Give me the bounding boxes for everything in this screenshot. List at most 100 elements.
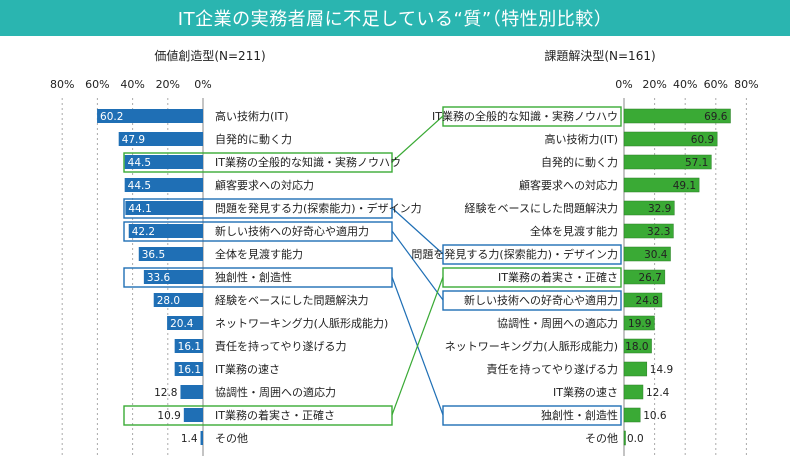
right-bar — [623, 223, 674, 239]
left-category-label: その他 — [215, 432, 248, 445]
left-value-label: 36.5 — [142, 249, 165, 261]
right-value-label: 10.6 — [643, 410, 667, 422]
right-bar — [623, 430, 626, 446]
left-bar — [167, 316, 203, 330]
right-bar — [623, 154, 712, 170]
page-title: IT企業の実務者層に不足している“質”（特性別比較） — [0, 0, 790, 36]
right-value-label: 0.0 — [627, 433, 644, 445]
left-bar — [124, 155, 203, 169]
left-category-label: IT業務の速さ — [215, 362, 280, 376]
right-category-label: 協調性・周囲への適応力 — [497, 316, 618, 330]
right-value-label: 19.9 — [628, 318, 651, 330]
left-value-label: 20.4 — [170, 318, 194, 330]
left-value-label: 44.5 — [128, 180, 151, 192]
left-category-label: 協調性・周囲への適応力 — [215, 385, 336, 399]
right-bar — [623, 384, 644, 400]
left-value-label: 44.1 — [128, 203, 151, 215]
right-category-label: 独創性・創造性 — [541, 408, 618, 422]
left-value-label: 1.4 — [181, 433, 198, 445]
right-value-label: 18.0 — [625, 341, 648, 353]
right-axis-tick: 60% — [704, 78, 728, 91]
right-value-label: 24.8 — [636, 295, 659, 307]
left-highlight-box — [123, 152, 393, 173]
left-value-label: 44.5 — [128, 157, 151, 169]
right-axis-tick: 40% — [673, 78, 697, 91]
right-bar — [623, 407, 641, 423]
left-value-label: 10.9 — [157, 410, 180, 422]
right-category-label: 経験をベースにした問題解決力 — [465, 201, 618, 215]
left-axis-tick: 80% — [50, 78, 74, 91]
right-bar — [623, 131, 718, 147]
right-category-label: IT業務の速さ — [553, 385, 618, 399]
right-category-label: IT業務の全般的な知識・実務ノウハウ — [432, 109, 618, 123]
right-highlight-box — [442, 106, 622, 127]
left-category-label: 新しい技術への好奇心や適用力 — [215, 224, 369, 238]
left-bar — [153, 293, 203, 307]
left-axis-tick: 0% — [194, 78, 211, 91]
left-axis-tick: 60% — [85, 78, 109, 91]
right-axis-tick: 80% — [734, 78, 758, 91]
left-value-label: 16.1 — [178, 341, 201, 353]
right-axis-tick: 0% — [615, 78, 632, 91]
right-bar — [623, 108, 731, 124]
connector-line — [391, 115, 444, 163]
right-bar — [623, 246, 671, 262]
left-bar — [183, 408, 203, 422]
left-category-label: 責任を持ってやり遂げる力 — [215, 339, 346, 353]
connector-line — [391, 207, 444, 255]
right-value-label: 14.9 — [650, 364, 673, 376]
left-value-label: 42.2 — [132, 226, 155, 238]
right-value-label: 60.9 — [691, 134, 714, 146]
connector-line — [391, 230, 444, 301]
right-bar — [623, 361, 648, 377]
left-highlight-box — [123, 405, 393, 426]
left-bar — [180, 385, 203, 399]
left-value-label: 12.8 — [154, 387, 177, 399]
left-category-label: 自発的に動く力 — [215, 132, 292, 146]
right-category-label: ネットワーキング力(人脈形成能力) — [445, 339, 618, 353]
left-value-label: 33.6 — [147, 272, 171, 284]
right-category-label: 顧客要求への対応力 — [519, 178, 618, 192]
left-axis-tick: 20% — [156, 78, 180, 91]
left-bar — [128, 224, 203, 238]
right-highlight-box — [442, 267, 622, 288]
left-bar — [174, 339, 203, 353]
right-category-label: 責任を持ってやり遂げる力 — [487, 362, 618, 376]
right-value-label: 57.1 — [685, 157, 708, 169]
right-category-label: IT業務の着実さ・正確さ — [498, 270, 618, 284]
right-category-label: 自発的に動く力 — [541, 155, 618, 169]
right-category-label: 高い技術力(IT) — [544, 132, 618, 146]
right-value-label: 12.4 — [646, 387, 670, 399]
right-bar — [623, 177, 700, 193]
left-bar — [97, 109, 203, 123]
right-highlight-box — [442, 290, 622, 311]
left-axis-tick: 40% — [120, 78, 144, 91]
right-category-label: その他 — [585, 432, 618, 445]
right-highlight-box — [442, 244, 622, 265]
left-category-label: 全体を見渡す能力 — [215, 247, 303, 261]
left-bar — [200, 431, 203, 445]
left-category-label: 高い技術力(IT) — [215, 109, 289, 123]
comparison-chart: 価値創造型(N=211) 課題解決型(N=161) 80% 60% 40% 20% 0% 0%… — [50, 48, 759, 456]
right-bar — [623, 292, 663, 308]
right-value-label: 69.6 — [704, 111, 728, 123]
left-category-label: ネットワーキング力(人脈形成能力) — [215, 316, 388, 330]
right-value-label: 32.9 — [648, 203, 671, 215]
right-bar — [623, 315, 655, 331]
right-value-label: 26.7 — [638, 272, 661, 284]
right-category-label: 問題を発見する力(探索能力)・デザイン力 — [411, 247, 618, 261]
left-category-label: IT業務の全般的な知識・実務ノウハウ — [215, 155, 401, 169]
right-bar — [623, 338, 652, 354]
left-bar — [124, 178, 203, 192]
right-highlight-box — [442, 405, 622, 426]
left-bar — [143, 270, 203, 284]
right-value-label: 30.4 — [644, 249, 668, 261]
left-bar — [118, 132, 203, 146]
left-category-label: 独創性・創造性 — [215, 270, 292, 284]
right-category-label: 新しい技術への好奇心や適用力 — [464, 293, 618, 307]
left-value-label: 47.9 — [122, 134, 145, 146]
connector-line — [391, 276, 444, 416]
left-bar — [138, 247, 203, 261]
right-bar — [623, 200, 675, 216]
left-value-label: 28.0 — [157, 295, 180, 307]
